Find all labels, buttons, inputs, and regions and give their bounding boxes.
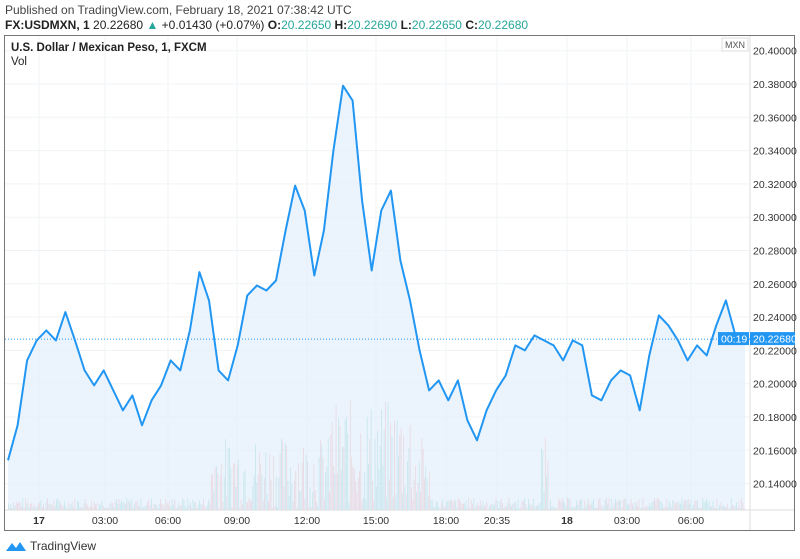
high-value: 20.22690 [347,18,398,32]
x-tick-label: 03:00 [92,515,118,527]
last-price-tag-text: 20.22680 [753,334,797,346]
countdown-text: 00:19 [721,334,747,346]
y-tick-label: 20.40000 [753,46,797,58]
y-tick-label: 20.36000 [753,112,797,124]
x-tick-label: 20:35 [484,515,510,527]
price-change: +0.01430 (+0.07%) [161,18,265,32]
y-tick-label: 20.26000 [753,279,797,291]
chart-title: U.S. Dollar / Mexican Peso, 1, FXCM [11,42,207,54]
y-tick-label: 20.22000 [753,345,797,357]
price-line [7,84,746,461]
price-area-fill [8,85,745,510]
countdown-tag [718,332,749,346]
x-tick-label: 18 [561,515,573,527]
low-value: 20.22650 [411,18,462,32]
tradingview-logo[interactable]: TradingView [5,539,96,553]
x-tick-label: 12:00 [294,515,320,527]
x-tick-label: 18:00 [433,515,459,527]
low-label: L: [400,18,412,32]
y-tick-label: 20.18000 [753,412,797,424]
up-arrow-icon: ▲ [146,18,159,32]
x-tick-label: 03:00 [614,515,640,527]
currency-badge-text: MXN [725,40,745,50]
y-tick-label: 20.24000 [753,312,797,324]
x-tick-label: 06:00 [155,515,181,527]
close-label: C: [465,18,478,32]
y-tick-label: 20.32000 [753,179,797,191]
x-tick-label: 09:00 [224,515,250,527]
y-tick-label: 20.38000 [753,79,797,91]
y-tick-label: 20.34000 [753,146,797,158]
x-tick-label: 06:00 [678,515,704,527]
open-label: O: [267,18,282,32]
y-tick-label: 20.20000 [753,379,797,391]
y-tick-label: 20.30000 [753,212,797,224]
open-value: 20.22650 [281,18,332,32]
tradingview-logo-icon [6,542,26,551]
last-price: 20.22680 [93,18,144,32]
y-tick-label: 20.28000 [753,246,797,258]
y-tick-label: 20.14000 [753,479,797,491]
chart-frame[interactable] [4,35,795,531]
brand-name: TradingView [30,539,97,553]
high-label: H: [334,18,348,32]
y-tick-label: 20.16000 [753,445,797,457]
x-tick-label: 15:00 [363,515,389,527]
symbol-name: FX:USDMXN, 1 [5,18,90,32]
close-value: 20.22680 [478,18,529,32]
currency-badge [721,37,749,52]
last-price-tag [750,332,795,346]
x-tick-label: 17 [33,515,45,527]
symbol-legend: FX:USDMXN, 1 20.22680 ▲ +0.01430 (+0.07%… [5,18,528,32]
volume-label: Vol [11,56,27,68]
published-note: Published on TradingView.com, February 1… [5,3,352,17]
